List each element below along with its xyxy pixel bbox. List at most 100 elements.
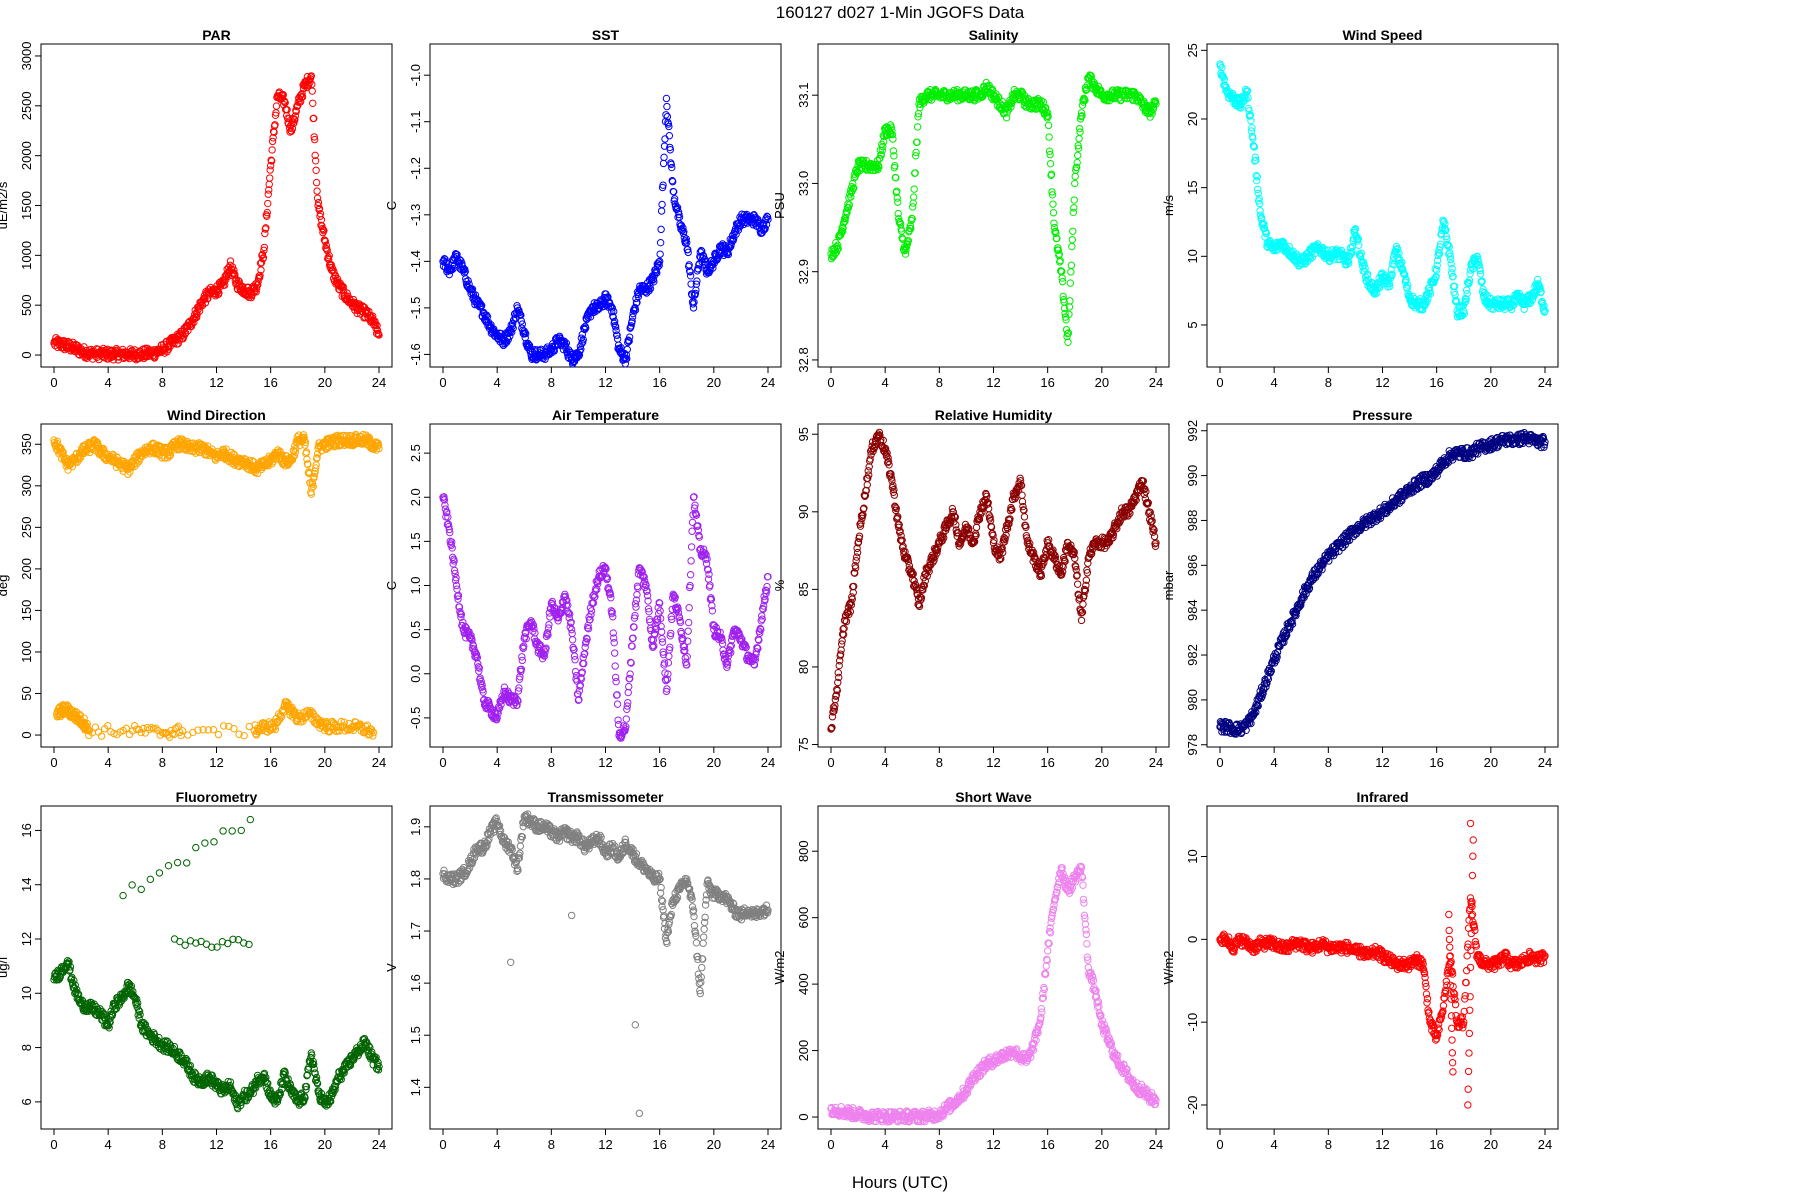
data-point	[658, 638, 667, 646]
data-point	[230, 266, 238, 274]
data-point	[1306, 254, 1315, 263]
data-point	[1455, 303, 1463, 311]
data-point	[833, 245, 841, 254]
data-point	[262, 224, 270, 232]
data-point	[1074, 144, 1083, 152]
data-point	[337, 717, 345, 726]
data-point	[612, 678, 620, 686]
data-point	[836, 650, 845, 658]
data-point	[1460, 310, 1468, 318]
data-point	[229, 450, 238, 458]
data-point	[544, 624, 553, 632]
data-point	[830, 705, 839, 713]
data-point	[565, 609, 573, 617]
data-point	[448, 544, 456, 552]
data-point	[892, 174, 900, 182]
data-point	[545, 620, 553, 629]
data-point	[680, 643, 689, 651]
data-point	[594, 580, 602, 588]
data-point	[154, 726, 162, 735]
data-point	[97, 732, 106, 740]
data-point	[889, 135, 897, 143]
data-point	[1052, 229, 1060, 238]
data-point	[477, 677, 485, 686]
data-point	[655, 261, 663, 270]
data-points	[827, 428, 1160, 733]
data-point	[313, 187, 321, 195]
data-point	[896, 527, 904, 535]
y-tick-label: 20	[1185, 112, 1200, 126]
data-point	[261, 229, 269, 238]
data-point	[727, 642, 735, 650]
data-point	[1435, 246, 1443, 254]
data-point	[625, 674, 634, 683]
data-point	[915, 602, 924, 611]
x-tick-label: 12	[986, 755, 1000, 770]
data-point	[665, 122, 673, 131]
x-tick-label: 4	[105, 375, 112, 390]
data-point	[1247, 127, 1256, 135]
data-point	[706, 581, 714, 589]
data-points	[827, 71, 1160, 346]
data-point	[509, 324, 517, 332]
data-point	[751, 655, 760, 664]
data-point	[665, 132, 674, 140]
data-point	[1389, 257, 1397, 265]
data-point	[474, 663, 483, 671]
x-tick-label: 24	[1149, 375, 1163, 390]
data-point	[137, 728, 145, 737]
data-point	[449, 265, 457, 273]
data-point	[525, 341, 534, 350]
data-point	[1066, 279, 1075, 287]
data-point	[104, 721, 112, 730]
data-point	[538, 654, 547, 663]
data-point	[1022, 523, 1030, 531]
x-tick-label: 20	[1095, 755, 1109, 770]
data-point	[687, 280, 695, 288]
data-point	[656, 250, 664, 258]
data-point	[1058, 277, 1067, 286]
data-point	[828, 723, 836, 732]
data-point	[660, 142, 669, 150]
data-point	[710, 621, 719, 630]
data-point	[873, 156, 882, 165]
data-point	[1256, 207, 1264, 215]
data-point	[1006, 506, 1015, 515]
x-tick-label: 12	[986, 375, 1000, 390]
data-point	[611, 662, 619, 670]
data-point	[829, 703, 838, 711]
data-point	[235, 730, 243, 738]
data-point	[214, 730, 223, 739]
data-point	[686, 571, 695, 579]
data-point	[726, 244, 734, 252]
data-point	[517, 317, 526, 325]
data-point	[1241, 85, 1250, 94]
data-point	[865, 471, 873, 479]
data-point	[567, 618, 575, 626]
data-point	[1069, 227, 1077, 235]
data-point	[578, 339, 586, 348]
data-point	[1068, 236, 1077, 244]
data-point	[1462, 286, 1471, 294]
data-point	[835, 673, 843, 682]
data-point	[266, 166, 274, 174]
y-tick-label: 90	[796, 505, 811, 519]
data-point	[904, 555, 912, 563]
data-point	[1048, 191, 1057, 199]
y-tick-label: 150	[19, 600, 34, 622]
data-point	[626, 670, 634, 678]
y-tick-label: 1.0	[408, 576, 423, 594]
data-point	[670, 592, 678, 600]
data-point	[1450, 282, 1459, 291]
data-point	[1020, 513, 1029, 521]
data-point	[695, 533, 704, 541]
data-point	[837, 640, 846, 648]
data-point	[579, 335, 587, 344]
data-point	[606, 590, 615, 598]
data-point	[659, 181, 667, 189]
data-point	[219, 722, 228, 730]
data-point	[1081, 96, 1089, 105]
x-tick-label: 24	[761, 375, 775, 390]
y-tick-label: 25	[1185, 43, 1200, 57]
